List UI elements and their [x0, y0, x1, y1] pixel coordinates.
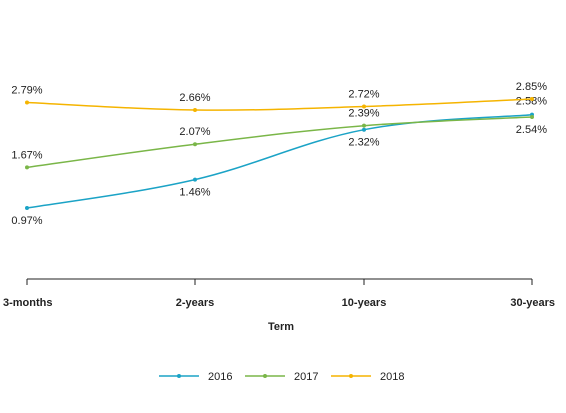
x-tick-label-30-years: 30-years: [510, 297, 555, 309]
series-line-2017: [26, 116, 533, 169]
x-axis-title: Term: [268, 321, 294, 333]
legend-marker-2017: [263, 374, 267, 378]
legend-marker-2016: [177, 374, 181, 378]
data-point-2018-3-months: [25, 100, 29, 105]
x-axis-ticks: 3-months 2-years 10-years 30-years: [3, 279, 555, 309]
data-label-2018-30-years: 2.85%: [516, 81, 547, 93]
data-point-2016-3-months: [25, 206, 29, 210]
legend-marker-2018: [349, 374, 353, 378]
data-label-2017-2-years: 2.07%: [179, 126, 210, 138]
legend[interactable]: 2016 2017 2018: [159, 371, 404, 383]
data-point-2016-10-years: [362, 127, 366, 132]
legend-item-2016[interactable]: 2016: [159, 371, 232, 383]
data-label-2017-30-years: 2.54%: [516, 124, 547, 136]
legend-label-2017: 2017: [294, 371, 318, 383]
data-point-2018-10-years: [362, 104, 366, 109]
data-label-2016-2-years: 1.46%: [179, 187, 210, 199]
plot-area: 0.97%1.46%2.32%2.58%1.67%2.07%2.39%2.54%…: [11, 81, 547, 227]
legend-item-2018[interactable]: 2018: [331, 371, 404, 383]
legend-label-2018: 2018: [380, 371, 404, 383]
data-point-2018-30-years: [530, 97, 534, 101]
legend-item-2017[interactable]: 2017: [245, 371, 318, 383]
data-label-2018-3-months: 2.79%: [11, 84, 42, 96]
data-point-2018-2-years: [193, 108, 197, 113]
data-label-2017-10-years: 2.39%: [348, 108, 379, 120]
legend-label-2016: 2016: [208, 371, 232, 383]
data-point-2017-10-years: [362, 123, 366, 128]
data-label-2016-3-months: 0.97%: [11, 215, 42, 227]
x-tick-label-10-years: 10-years: [342, 297, 387, 309]
data-point-2017-30-years: [530, 114, 534, 119]
series-line-2018: [26, 98, 533, 111]
data-label-2017-3-months: 1.67%: [11, 149, 42, 161]
data-point-2017-2-years: [193, 142, 197, 147]
x-tick-label-3-months: 3-months: [3, 297, 53, 309]
data-label-2018-2-years: 2.66%: [179, 92, 210, 104]
x-tick-label-2-years: 2-years: [176, 297, 215, 309]
data-label-2016-10-years: 2.32%: [348, 137, 379, 149]
series-line-2016: [26, 113, 533, 209]
data-label-2018-10-years: 2.72%: [348, 89, 379, 101]
data-point-2016-2-years: [193, 177, 197, 182]
data-point-2017-3-months: [25, 165, 29, 170]
